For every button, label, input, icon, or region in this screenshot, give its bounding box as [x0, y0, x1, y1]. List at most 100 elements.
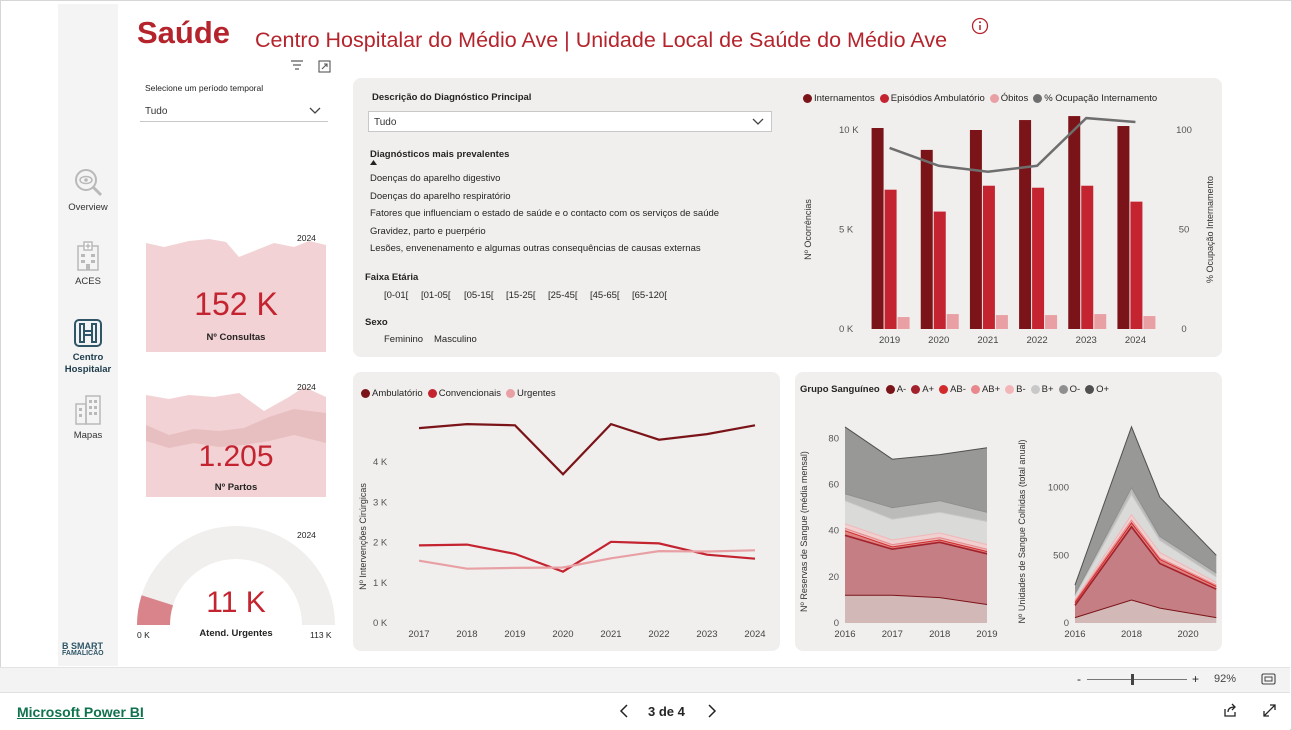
legend-item[interactable]: Urgentes [506, 388, 556, 399]
chevron-left-icon[interactable] [619, 704, 629, 718]
age-chip[interactable]: [65-120[ [632, 290, 667, 301]
legend-item[interactable]: O- [1058, 384, 1081, 395]
sort-up-icon[interactable] [370, 160, 377, 165]
legend-label: % Ocupação Internamento [1044, 93, 1158, 104]
legend-item[interactable]: Convencionais [427, 388, 501, 399]
bar-chart: 2019 2020 2021 2022 2023 2024 0 K 5 K 10 K 0 50 100… [803, 116, 1215, 346]
period-dropdown[interactable]: Tudo [140, 101, 328, 122]
fit-page-icon[interactable] [1261, 673, 1276, 685]
area-band [1075, 600, 1217, 623]
legend-label: O- [1069, 384, 1081, 395]
legend-item[interactable]: % Ocupação Internamento [1033, 93, 1157, 104]
kpi-urgentes-gauge [137, 526, 335, 625]
legend-item[interactable]: B- [1005, 384, 1026, 395]
zoom-bar [0, 667, 1290, 693]
blood-legend-title: Grupo Sanguíneo [800, 384, 880, 395]
x-tick-label: 2023 [1076, 335, 1097, 346]
info-icon[interactable] [971, 17, 989, 35]
age-chip[interactable]: [25-45[ [548, 290, 578, 301]
legend-label: B- [1016, 384, 1026, 395]
age-chip[interactable]: [0-01[ [384, 290, 409, 301]
sidebar-item-label: ACES [75, 276, 101, 287]
sidebar-item-label: Centro Hospitalar [64, 352, 112, 375]
blood-legend: Grupo Sanguíneo A- A+ AB- AB+ B- B+ O- O… [800, 384, 1114, 395]
sidebar-item-label: Overview [68, 202, 108, 213]
area-band [1075, 494, 1217, 600]
age-chip[interactable]: [01-05[ [421, 290, 451, 301]
x-tick-label: 2024 [1125, 335, 1146, 346]
x-tick-label: 2020 [928, 335, 949, 346]
legend-item[interactable]: AB+ [970, 384, 1000, 395]
filter-icon[interactable] [290, 59, 304, 71]
bar [920, 149, 933, 329]
focus-mode-icon[interactable] [318, 60, 331, 73]
x-tick-label: 2019 [976, 629, 997, 640]
chevron-right-icon[interactable] [707, 704, 717, 718]
diag-value: Tudo [374, 117, 397, 128]
bar [1130, 201, 1143, 329]
powerbi-link[interactable]: Microsoft Power BI [17, 704, 144, 720]
zoom-in-button[interactable]: + [1192, 672, 1200, 686]
sidebar-item-overview[interactable]: Overview [58, 166, 118, 213]
area-line [844, 534, 988, 555]
fullscreen-icon[interactable] [1262, 703, 1277, 718]
bar [969, 130, 982, 329]
area-line [844, 530, 988, 552]
x-tick-label: 2021 [600, 629, 621, 640]
legend-item[interactable]: Internamentos [803, 93, 875, 104]
x-tick-label: 2017 [408, 629, 429, 640]
list-item[interactable]: Doenças do aparelho respiratório [370, 191, 511, 202]
zoom-slider-handle[interactable] [1131, 674, 1134, 685]
bar [897, 317, 910, 329]
legend-item[interactable]: Episódios Ambulatório [879, 93, 985, 104]
legend-item[interactable]: A- [885, 384, 906, 395]
bsmart-logo: B SMART FAMALICÃO [62, 642, 104, 658]
y-tick-label: 0 K [839, 324, 854, 335]
x-tick-label: 2023 [696, 629, 717, 640]
list-item[interactable]: Doenças do aparelho digestivo [370, 173, 501, 184]
legend-item[interactable]: Óbitos [989, 93, 1028, 104]
list-item[interactable]: Fatores que influenciam o estado de saúd… [370, 208, 720, 219]
legend-item[interactable]: AB- [939, 384, 966, 395]
x-tick-label: 2019 [504, 629, 525, 640]
list-item[interactable]: Lesões, envenenamento e algumas outras c… [370, 243, 701, 254]
bar [1045, 315, 1058, 329]
diag-dropdown[interactable]: Tudo [368, 111, 772, 132]
x-tick-label: 2020 [552, 629, 573, 640]
bar [1019, 120, 1032, 329]
legend-item[interactable]: O+ [1085, 384, 1109, 395]
bar [933, 211, 946, 329]
bar [946, 314, 959, 329]
age-chip[interactable]: [05-15[ [464, 290, 494, 301]
age-chip[interactable]: [45-65[ [590, 290, 620, 301]
bar [1094, 314, 1107, 329]
line-chart: 2017 2018 2019 2020 2021 2022 2023 2024 0 K 1 K 2 … [358, 422, 766, 640]
magnifier-eye-icon [75, 169, 103, 197]
legend-item[interactable]: Ambulatório [361, 388, 423, 399]
zoom-slider-track[interactable] [1087, 679, 1187, 680]
sidebar-item-aces[interactable]: ACES [58, 240, 118, 287]
list-item[interactable]: Gravidez, parto e puerpério [370, 226, 486, 237]
bar-chart-legend: Internamentos Episódios Ambulatório Óbit… [803, 93, 1162, 104]
legend-item[interactable]: B+ [1030, 384, 1054, 395]
legend-label: O+ [1096, 384, 1110, 395]
sex-chip[interactable]: Masculino [434, 334, 477, 345]
y-tick-label: 1000 [1048, 483, 1069, 494]
blood-reserves-chart: 2016 2017 2018 2019 0 20 40 60 80 Nº Reservas de … [799, 426, 998, 640]
x-tick-label: 2022 [1027, 335, 1048, 346]
bar [1032, 187, 1045, 329]
sex-chip[interactable]: Feminino [384, 334, 424, 345]
sidebar-item-mapas[interactable]: Mapas [58, 394, 118, 441]
x-tick-label: 2022 [648, 629, 669, 640]
zoom-out-button[interactable]: - [1077, 672, 1081, 686]
share-icon[interactable] [1222, 703, 1238, 718]
legend-item[interactable]: A+ [911, 384, 934, 395]
sidebar-item-centro-hospitalar[interactable]: Centro Hospitalar [58, 318, 118, 376]
age-chip[interactable]: [15-25[ [506, 290, 536, 301]
y-tick-label: 80 [828, 433, 839, 444]
x-tick-label: 2016 [1064, 629, 1085, 640]
area-line [844, 426, 988, 460]
y2-tick-label: 100 [1176, 125, 1192, 136]
kpi-urgentes-year: 2024 [297, 530, 316, 540]
area-band [1075, 426, 1217, 595]
